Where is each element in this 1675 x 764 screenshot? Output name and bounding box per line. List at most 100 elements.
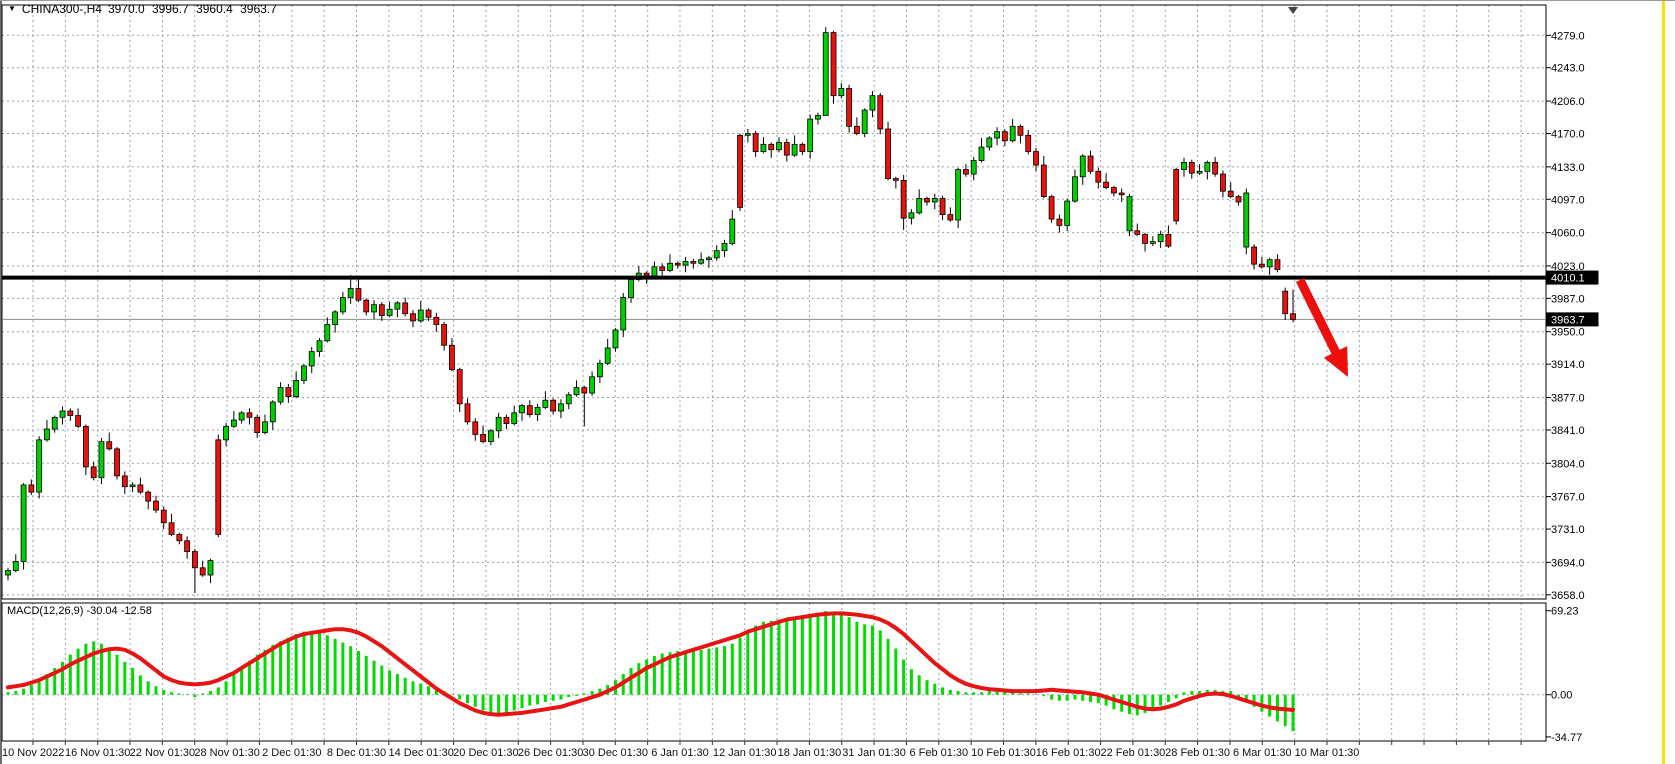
price-axis-label: 4023.0 [1551,261,1585,273]
price-axis-label: 3841.0 [1551,425,1585,437]
candle [526,405,533,416]
time-axis-label: 8 Dec 01:30 [327,747,386,759]
macd-axis-label: 0.00 [1551,690,1572,702]
candle [1048,196,1055,220]
candle [28,484,35,493]
candle [44,428,50,441]
candle [620,297,627,331]
candle [970,160,977,175]
candle [1009,125,1016,142]
candle [846,88,853,127]
candle [542,399,549,408]
candle [667,262,673,271]
candle [90,466,97,479]
candle [51,416,58,430]
time-axis-label: 6 Feb 01:30 [909,747,968,759]
candle [1196,170,1203,174]
candle [223,425,229,441]
price-axis-label: 3804.0 [1551,458,1585,470]
candle [612,329,619,349]
panel-splitter[interactable] [2,600,1546,602]
candle [534,407,541,416]
candle [1266,259,1273,268]
candle [822,32,829,116]
candle [721,243,728,252]
candle [885,128,891,179]
candle [994,131,1000,139]
candle [1126,196,1133,232]
chart-title-bar: ▼ CHINA300-,H4 3970.0 3996.7 3960.4 3963… [8,2,281,16]
candle [487,430,494,443]
candle [1227,190,1234,197]
time-axis-label: 16 Nov 01:30 [65,747,130,759]
time-axis-label: 10 Mar 01:30 [1295,747,1360,759]
candle [752,133,759,152]
candle [924,197,930,203]
candle [98,441,105,479]
candle [768,143,775,151]
candle [301,365,307,381]
candle [690,261,697,264]
candle [1103,181,1110,188]
candle [199,567,206,576]
candle [861,109,868,134]
candle [12,561,19,571]
candle [1188,161,1195,174]
time-axis-label: 28 Nov 01:30 [194,747,259,759]
macd-signal-line [6,611,1295,717]
low-value: 3960.4 [196,2,233,16]
price-axis-label: 4206.0 [1551,96,1585,108]
candle [1095,170,1102,183]
candle [207,560,214,576]
candle [573,387,580,396]
price-axis-label: 3731.0 [1551,524,1585,536]
price-axis-label: 3914.0 [1551,359,1585,371]
candle [737,134,743,208]
symbol-dropdown-icon[interactable]: ▼ [8,4,16,13]
time-axis-label: 18 Jan 01:30 [778,747,842,759]
candle [1165,234,1172,247]
time-axis-label: 2 Dec 01:30 [262,747,321,759]
candle [830,32,837,97]
candle [643,272,650,277]
candle [324,324,331,342]
candle [106,441,113,450]
time-axis-label: 12 Jan 01:30 [713,747,777,759]
candle [308,351,315,367]
candle [1251,246,1257,265]
candle [449,344,455,370]
price-axis-label: 4279.0 [1551,30,1585,42]
candle [519,405,525,414]
macd-indicator-label: MACD(12,26,9) -30.04 -12.58 [7,605,152,617]
time-axis-label: 16 Feb 01:30 [1036,747,1101,759]
chart-shift-marker-icon [1288,7,1298,14]
hline-price-badge [1546,270,1599,285]
time-axis-label: 31 Jan 01:30 [842,747,906,759]
candle [1040,164,1047,197]
candle [480,434,486,443]
candle [698,259,705,264]
candle [1290,313,1296,320]
candle [472,421,479,435]
candle [371,304,377,313]
time-axis-label: 22 Feb 01:30 [1100,747,1165,759]
candle [900,179,907,219]
candle [246,412,253,418]
candle [853,125,860,134]
candle [456,369,463,405]
candle [464,403,471,423]
candle [254,416,261,434]
candle [1064,200,1071,226]
candle [1220,173,1226,192]
candle [565,394,572,405]
down-arrow-annotation[interactable] [1296,278,1348,377]
candle [1134,230,1141,235]
candle [1079,155,1086,178]
candle [184,540,191,552]
candle [783,142,790,156]
candle [363,299,370,313]
high-value: 3996.7 [152,2,189,16]
candle [908,212,915,219]
candle [36,439,43,493]
